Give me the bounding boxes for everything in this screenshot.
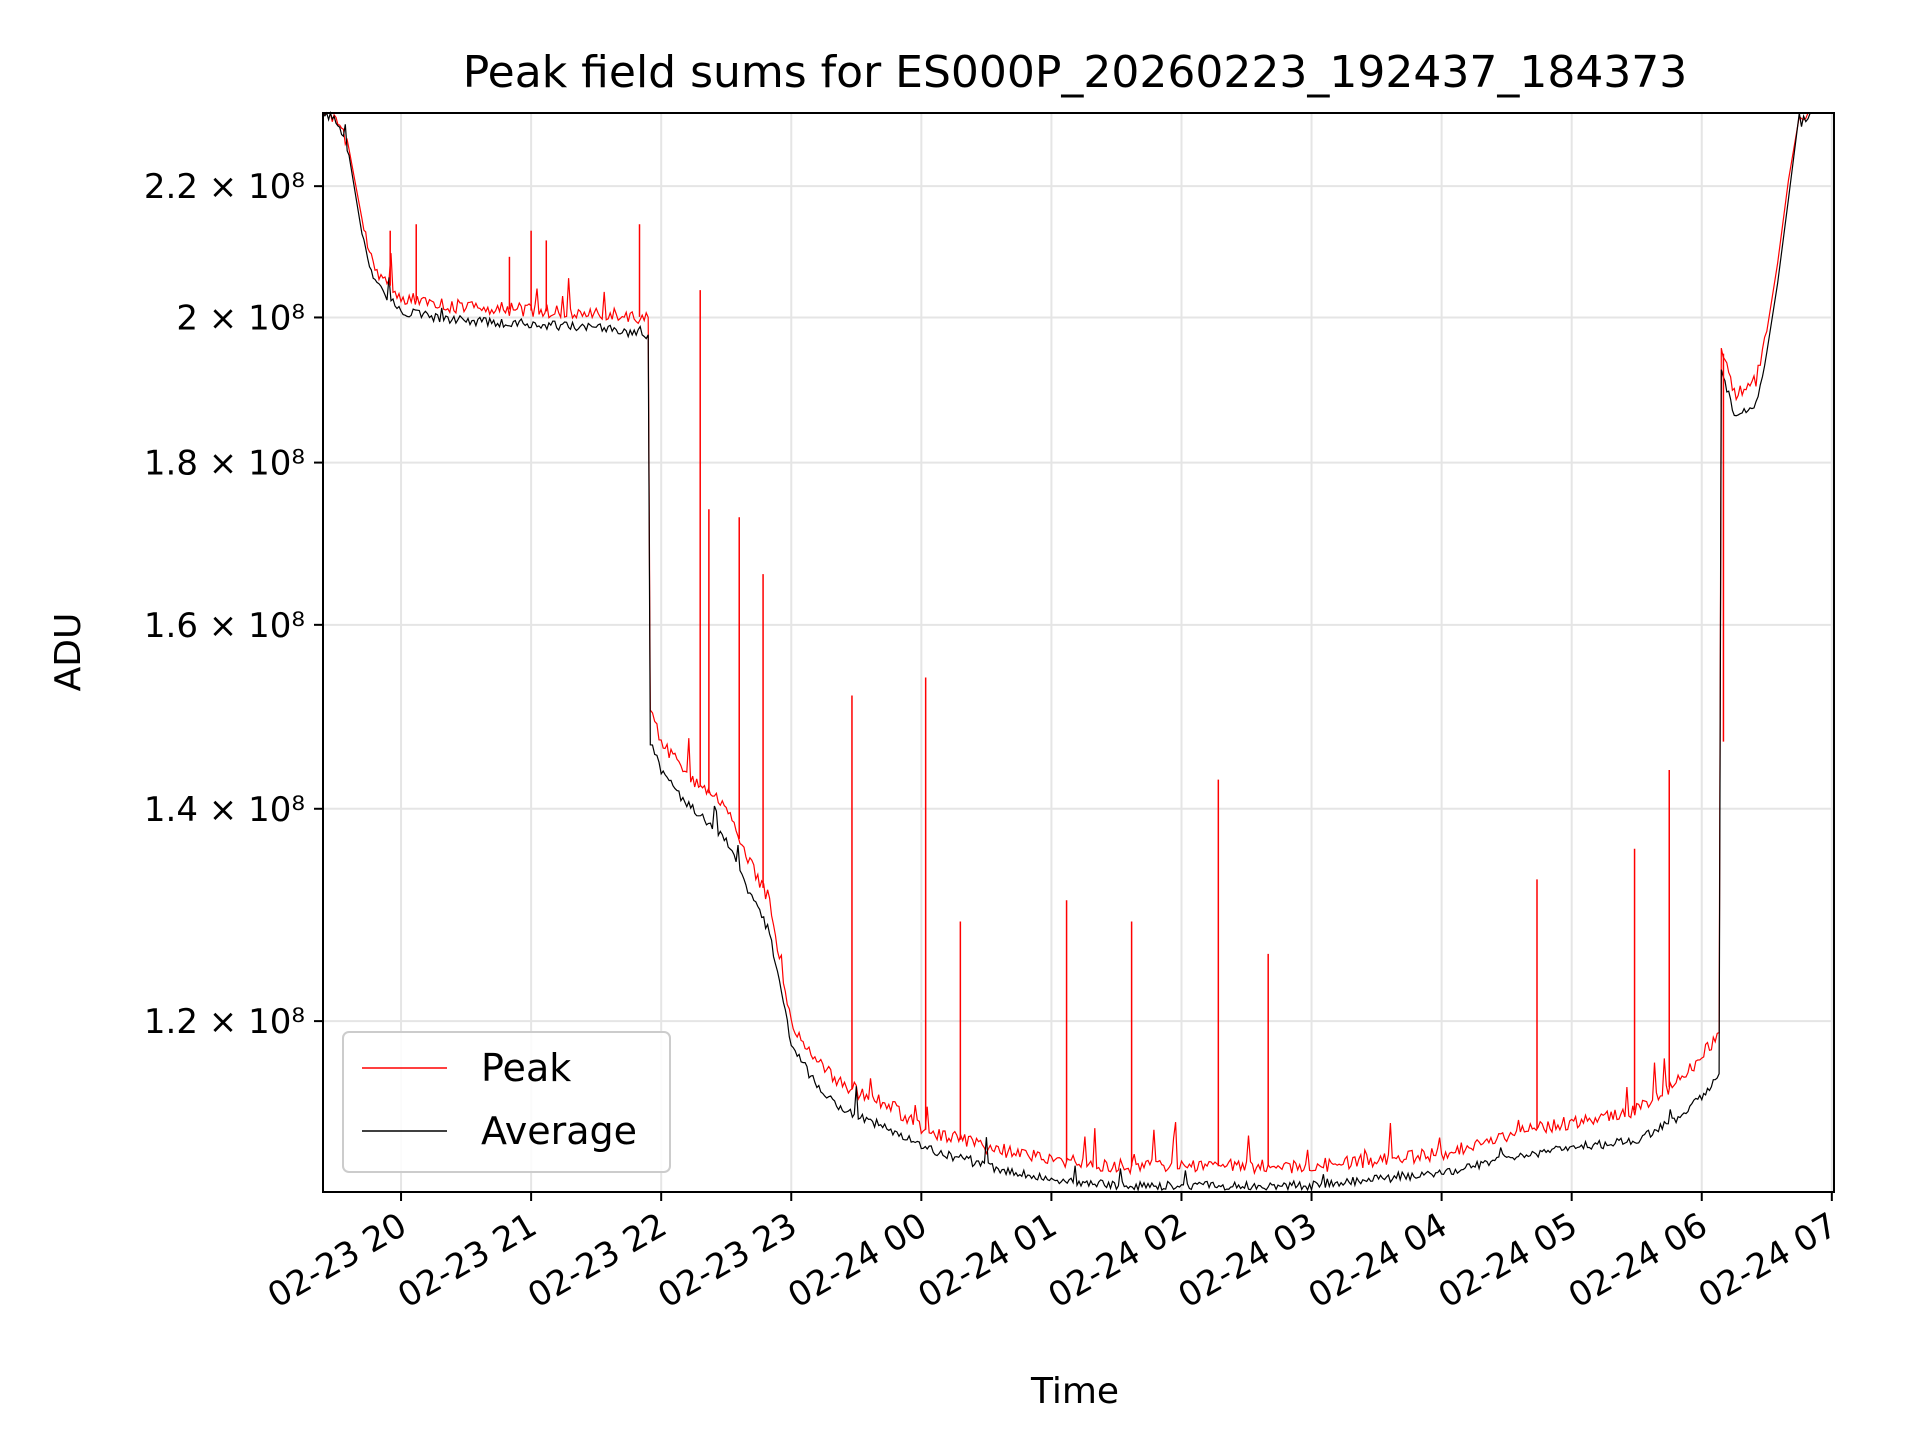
series-line-average bbox=[322, 110, 1834, 1193]
legend-label-average: Average bbox=[481, 1109, 637, 1153]
plot-lines bbox=[322, 110, 1834, 1193]
grid-lines bbox=[323, 113, 1834, 1192]
series-line-peak bbox=[322, 112, 1834, 1176]
chart-title: Peak field sums for ES000P_20260223_1924… bbox=[463, 47, 1688, 98]
y-tick-label: 1.2 × 10⁸ bbox=[144, 1002, 305, 1042]
x-axis-label: Time bbox=[1030, 1371, 1119, 1412]
legend[interactable]: Peak Average bbox=[342, 1031, 671, 1173]
legend-label-peak: Peak bbox=[481, 1046, 571, 1090]
y-tick-label: 1.4 × 10⁸ bbox=[144, 790, 305, 830]
y-tick-label: 1.8 × 10⁸ bbox=[144, 444, 305, 484]
legend-box bbox=[342, 1031, 671, 1173]
y-axis: 1.2 × 10⁸ 1.4 × 10⁸ 1.6 × 10⁸ 1.8 × 10⁸ 2 × … bbox=[144, 167, 323, 1042]
y-axis-label: ADU bbox=[48, 613, 89, 692]
plot-frame bbox=[322, 112, 1835, 1193]
y-tick-label: 1.6 × 10⁸ bbox=[144, 606, 305, 646]
y-tick-label: 2.2 × 10⁸ bbox=[144, 167, 305, 207]
y-tick-label: 2 × 10⁸ bbox=[176, 298, 305, 338]
